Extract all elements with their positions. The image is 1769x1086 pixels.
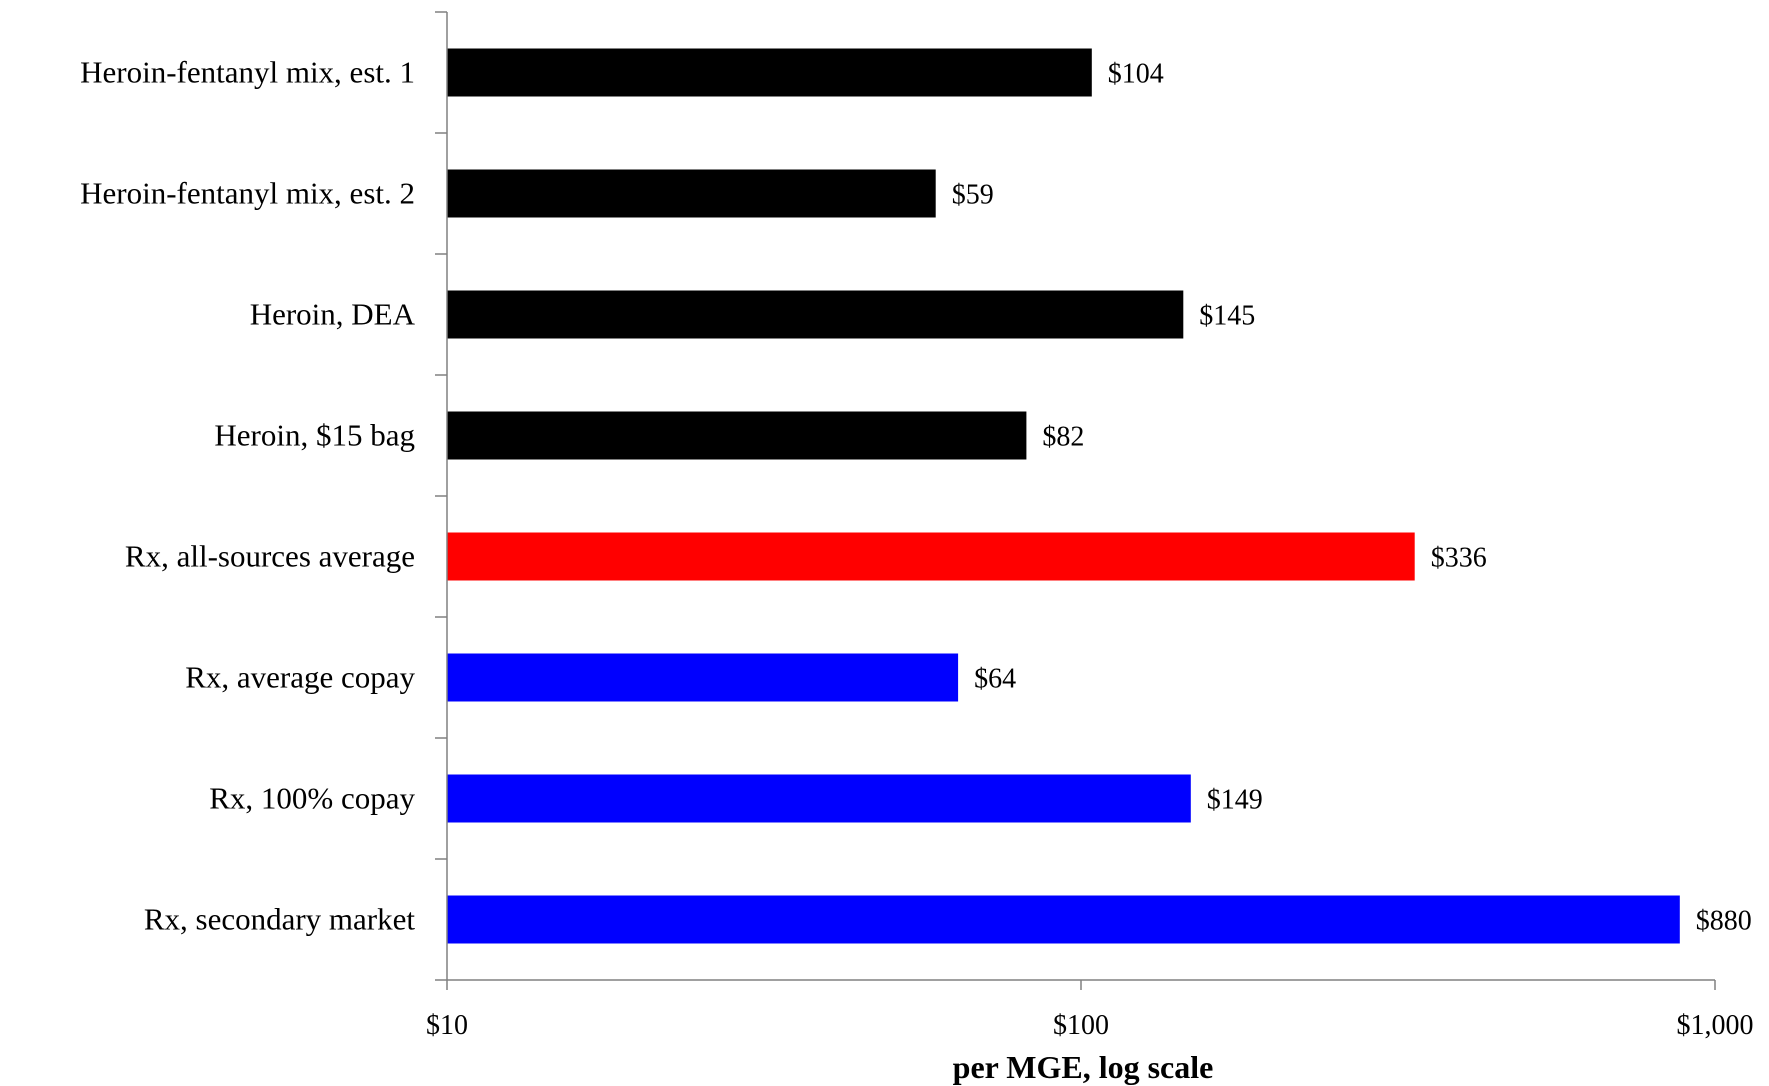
category-label-0: Heroin-fentanyl mix, est. 1 <box>80 55 415 90</box>
bar-5 <box>447 653 959 702</box>
bar-0 <box>447 48 1092 97</box>
bar-7 <box>447 895 1680 944</box>
bars-layer <box>447 48 1680 944</box>
value-label-6: $149 <box>1207 785 1263 816</box>
category-label-4: Rx, all-sources average <box>125 539 415 574</box>
x-tick-label-1: $100 <box>1053 1010 1109 1041</box>
category-label-3: Heroin, $15 bag <box>214 418 415 453</box>
value-label-7: $880 <box>1696 906 1752 937</box>
category-label-2: Heroin, DEA <box>250 297 416 332</box>
bar-6 <box>447 774 1191 823</box>
category-label-6: Rx, 100% copay <box>209 781 415 816</box>
x-axis-title: per MGE, log scale <box>953 1049 1214 1085</box>
value-label-5: $64 <box>974 664 1016 695</box>
value-label-4: $336 <box>1431 543 1487 574</box>
value-label-0: $104 <box>1108 59 1164 90</box>
category-label-7: Rx, secondary market <box>144 902 416 937</box>
bar-1 <box>447 169 936 218</box>
value-label-3: $82 <box>1042 422 1084 453</box>
bar-3 <box>447 411 1027 460</box>
x-tick-label-0: $10 <box>426 1010 468 1041</box>
category-label-1: Heroin-fentanyl mix, est. 2 <box>80 176 415 211</box>
axis-layer <box>435 11 1716 990</box>
labels-layer: Heroin-fentanyl mix, est. 1 $104 Heroin-fe… <box>80 55 1753 1042</box>
bar-2 <box>447 290 1184 339</box>
value-label-2: $145 <box>1199 301 1255 332</box>
bar-4 <box>447 532 1415 581</box>
x-tick-label-2: $1,000 <box>1677 1010 1754 1041</box>
value-label-1: $59 <box>952 180 994 211</box>
category-label-5: Rx, average copay <box>185 660 415 695</box>
